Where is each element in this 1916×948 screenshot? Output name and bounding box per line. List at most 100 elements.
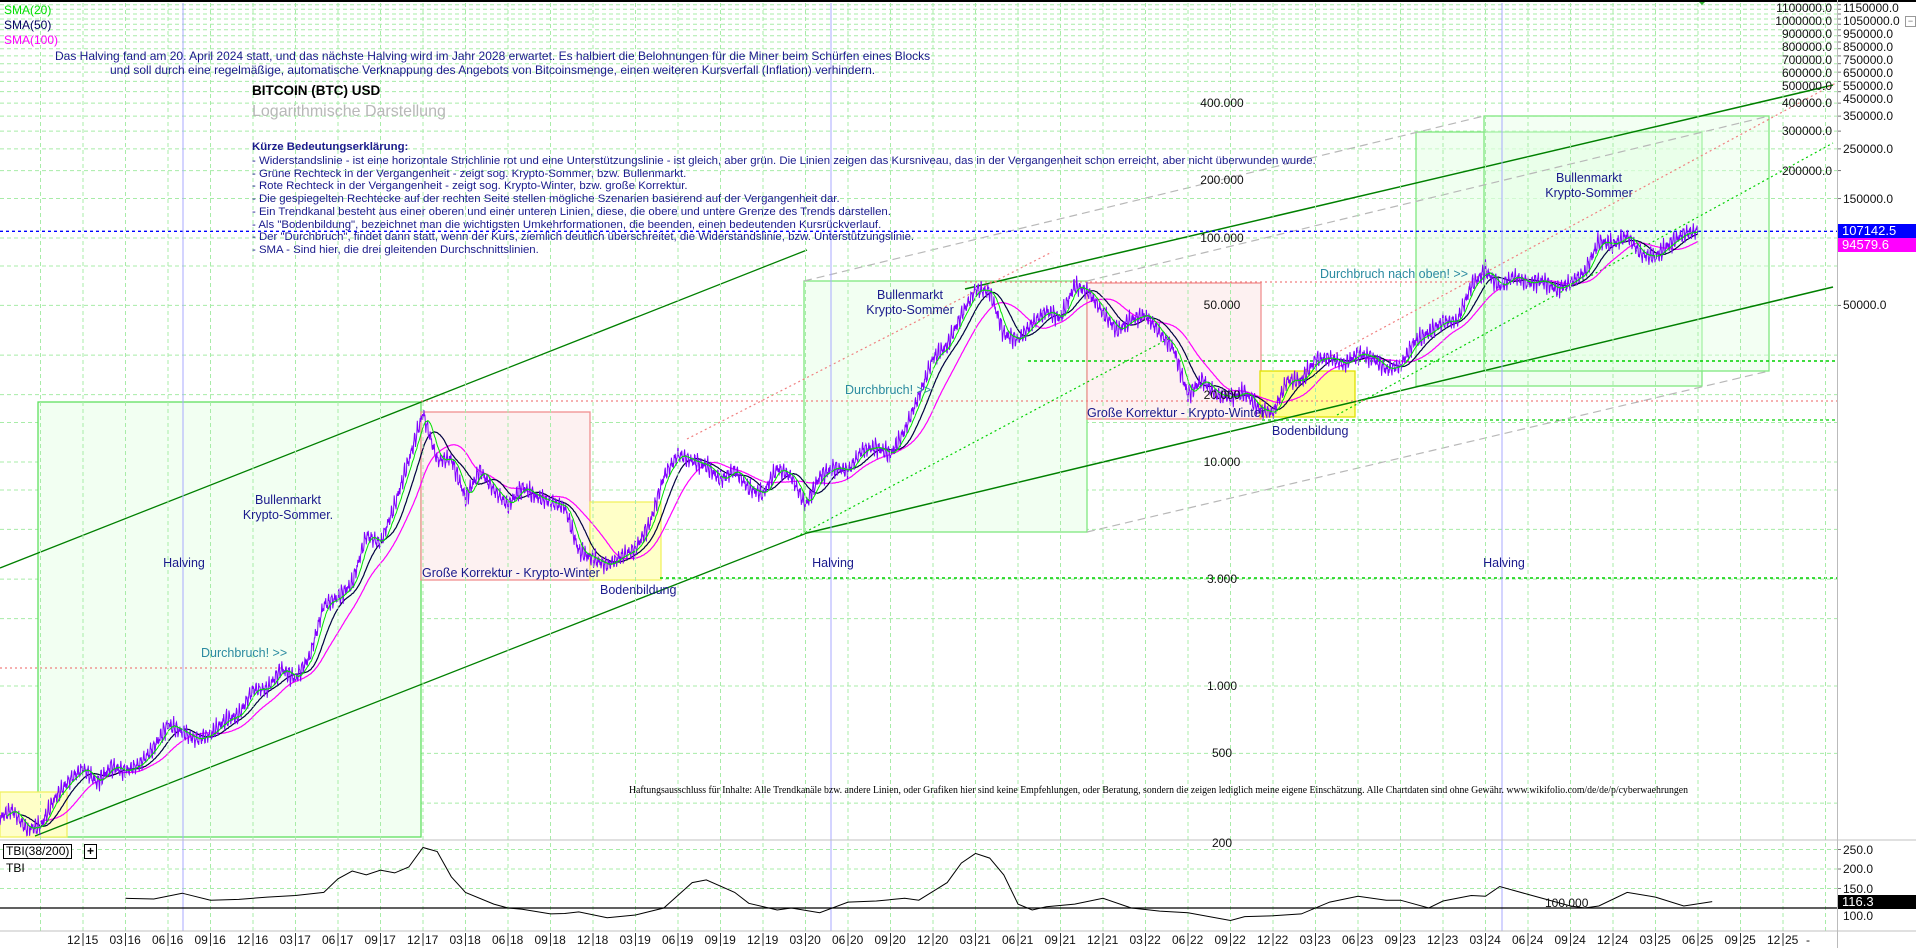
- date-label-month: 12: [407, 933, 421, 947]
- sma20-line[interactable]: [6, 231, 1699, 830]
- annotation-text: Bullenmarkt: [877, 288, 943, 302]
- chart-annotation: Durchbruch nach oben! >>: [1320, 267, 1468, 282]
- date-label-year: 21: [1105, 933, 1119, 947]
- explanation-line: - Als "Bodenbildung", bezeichnet man die…: [252, 219, 882, 231]
- date-label-year: 19: [680, 933, 694, 947]
- date-label-month: 09: [704, 933, 718, 947]
- price-axis-label: 900000.0: [1781, 27, 1832, 41]
- sma100-line[interactable]: [44, 240, 1699, 821]
- date-label-month: 03: [619, 933, 633, 947]
- mirrored-bull-box[interactable]: [1483, 115, 1770, 372]
- trend-channel-lower[interactable]: [806, 286, 1834, 534]
- price-axis-label: 200000.0: [1781, 163, 1832, 178]
- disclaimer: Haftungsausschluss für Inhalte: Alle Tre…: [629, 785, 1689, 796]
- price-axis-label: 550000.0: [1843, 79, 1894, 93]
- price-axis-line: [1837, 0, 1838, 948]
- sma-value-badge: 94579.6: [1838, 238, 1916, 253]
- price-level-label: 3.000: [1206, 572, 1238, 587]
- annotation-text: Durchbruch! >>: [201, 646, 288, 660]
- date-label-year: 21: [1020, 933, 1034, 947]
- date-label-year: 20: [850, 933, 864, 947]
- bear-market-box[interactable]: [420, 411, 591, 581]
- collapse-icon[interactable]: −: [1905, 16, 1916, 27]
- tbi-line[interactable]: [125, 846, 1713, 922]
- date-label-month: 03: [279, 933, 293, 947]
- date-label-year: 20: [892, 933, 906, 947]
- price-level-label: 20.000: [1203, 387, 1241, 402]
- price-axis-label: 650000.0: [1843, 66, 1894, 80]
- date-label-month: 12: [1597, 933, 1611, 947]
- date-label-month: 03: [1639, 933, 1653, 947]
- trend-channel-lower[interactable]: [34, 532, 808, 837]
- price-axis-label: 300000.0: [1781, 124, 1832, 139]
- date-label-month: 12: [577, 933, 591, 947]
- annotation-text: Krypto-Sommer: [866, 303, 954, 317]
- date-label-month: 09: [1384, 933, 1398, 947]
- date-label-month: 09: [1214, 933, 1228, 947]
- annotation-text: Bullenmarkt: [255, 493, 321, 507]
- date-label-month: 06: [1342, 933, 1356, 947]
- date-label-year: 23: [1317, 933, 1331, 947]
- date-label-month: 12: [1767, 933, 1781, 947]
- date-label-year: 23: [1402, 933, 1416, 947]
- chart-annotation: Halving: [104, 556, 264, 571]
- date-label-year: 23: [1445, 933, 1459, 947]
- trend-channel-upper[interactable]: [964, 84, 1834, 290]
- price-level-label: 200: [1211, 835, 1233, 850]
- halving-note-line2: und soll durch eine regelmäßige, automat…: [110, 63, 876, 77]
- add-indicator-button[interactable]: +: [84, 844, 97, 859]
- support-diagonal[interactable]: [1336, 142, 1834, 416]
- legend-sma100[interactable]: SMA(100): [4, 33, 59, 47]
- trend-channel-upper[interactable]: [0, 249, 808, 569]
- resistance-diagonal[interactable]: [1304, 82, 1837, 371]
- indicator-axis-label: 250.0: [1843, 842, 1874, 857]
- bull-market-box[interactable]: [37, 401, 422, 838]
- price-axis-label: 500000.0: [1781, 79, 1832, 93]
- chart-annotation: Durchbruch! >>: [201, 646, 287, 661]
- bottom-formation-box[interactable]: [589, 501, 662, 581]
- date-label-year: 24: [1487, 933, 1501, 947]
- chart-title: BITCOIN (BTC) USD: [252, 83, 381, 98]
- date-label-year: 18: [552, 933, 566, 947]
- chart-annotation: Halving: [1424, 556, 1584, 571]
- date-label-year: 21: [1062, 933, 1076, 947]
- current-price-badge: 107142.5: [1838, 224, 1916, 239]
- date-label-month: 12: [1087, 933, 1101, 947]
- date-label-year: 19: [722, 933, 736, 947]
- date-label-month: 03: [449, 933, 463, 947]
- legend-sma50[interactable]: SMA(50): [4, 18, 52, 32]
- explanation-line: - Der "Durchbruch", findet dann statt, w…: [252, 231, 915, 243]
- x-axis-end: -: [1806, 933, 1810, 947]
- price-axis-label: 1000000.0: [1775, 14, 1832, 28]
- price-panel[interactable]: [0, 4, 1837, 843]
- date-label-year: 24: [1530, 933, 1544, 947]
- indicator-selector[interactable]: TBI(38/200): [3, 844, 73, 859]
- resistance-diagonal[interactable]: [686, 251, 1053, 440]
- annotation-text: Halving: [163, 556, 205, 570]
- annotation-text: Halving: [1483, 556, 1525, 570]
- annotation-text: Durchbruch nach oben! >>: [1320, 267, 1469, 281]
- annotation-text: Halving: [812, 556, 854, 570]
- indicator-axis-label: 200.0: [1843, 862, 1874, 876]
- indicator-level-label: 100.000: [1545, 896, 1589, 910]
- price-level-label: 50.000: [1203, 298, 1241, 313]
- legend-sma20[interactable]: SMA(20): [4, 3, 52, 17]
- support-diagonal[interactable]: [795, 337, 1171, 538]
- date-label-month: 06: [492, 933, 506, 947]
- date-label-year: 17: [297, 933, 311, 947]
- date-label-year: 18: [467, 933, 481, 947]
- date-label-month: 06: [832, 933, 846, 947]
- price-level-label: 1.000: [1206, 679, 1238, 693]
- date-label-month: 09: [1724, 933, 1738, 947]
- price-axis-label: 1150000.0: [1843, 1, 1899, 15]
- date-label-month: 12: [747, 933, 761, 947]
- chart-annotation: Große Korrektur - Krypto-Winter: [422, 566, 600, 581]
- date-label-year: 20: [807, 933, 821, 947]
- price-level-label: 100.000: [1200, 231, 1244, 245]
- date-label-year: 24: [1615, 933, 1629, 947]
- bull-market-box[interactable]: [803, 280, 1088, 533]
- date-label-year: 16: [127, 933, 141, 947]
- price-axis-label: 50000.0: [1843, 298, 1887, 313]
- annotation-text: Bodenbildung: [1272, 424, 1349, 438]
